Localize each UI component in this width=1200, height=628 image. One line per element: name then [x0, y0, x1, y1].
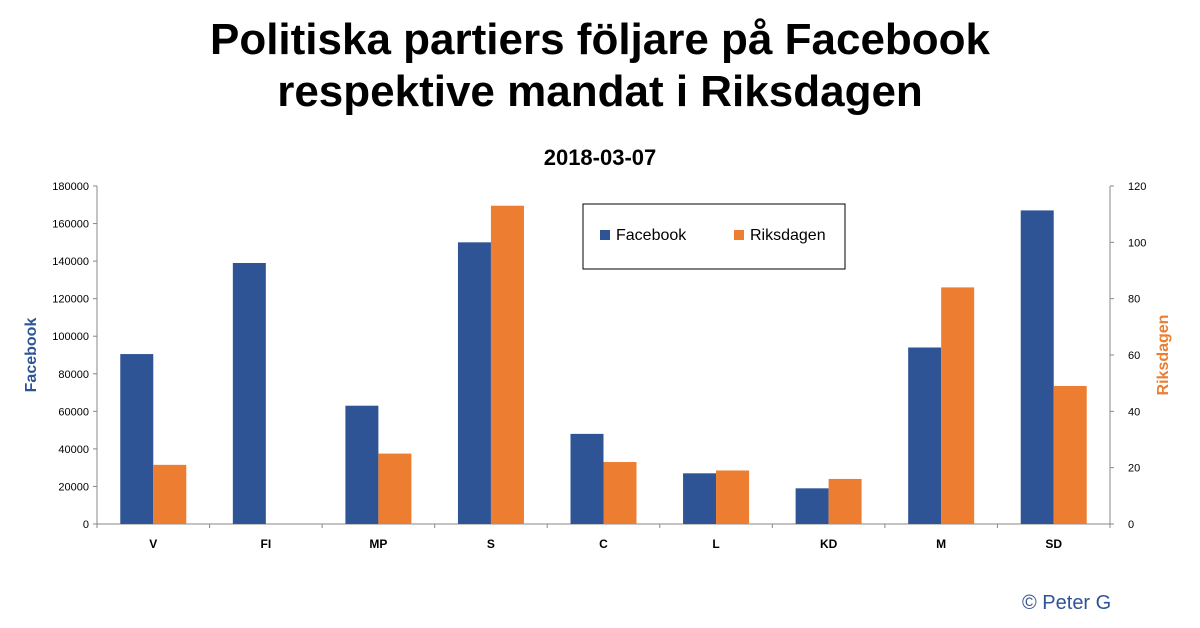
bar-facebook-kd	[795, 488, 829, 524]
y-tick-label: 160000	[52, 219, 89, 231]
bar-facebook-m	[908, 347, 942, 524]
bar-riksdagen-s	[490, 205, 524, 524]
chart-title-line-2: respektive mandat i Riksdagen	[277, 67, 923, 116]
y2-tick-label: 0	[1128, 519, 1134, 531]
bar-riksdagen-m	[941, 287, 975, 524]
bar-riksdagen-c	[603, 462, 637, 524]
bar-facebook-l	[683, 473, 717, 524]
y-tick-label: 80000	[58, 369, 89, 381]
legend-box	[582, 203, 846, 270]
y2-tick-label: 120	[1128, 181, 1146, 193]
y2-tick-label: 100	[1128, 237, 1146, 249]
y2-tick-label: 60	[1128, 350, 1140, 362]
copyright-text: © Peter G	[1022, 592, 1112, 614]
bar-riksdagen-l	[716, 470, 750, 524]
y-tick-label: 0	[83, 519, 89, 531]
y-tick-label: 20000	[58, 481, 89, 493]
y-tick-label: 120000	[52, 294, 89, 306]
legend: Facebook Riksdagen	[582, 203, 846, 270]
y-axis-title: Facebook	[23, 318, 40, 393]
bar-facebook-sd	[1020, 210, 1054, 524]
bar-facebook-c	[570, 433, 604, 524]
x-tick-label: L	[712, 537, 719, 551]
y-tick-label: 100000	[52, 331, 89, 343]
y-tick-label: 60000	[58, 406, 89, 418]
bar-riksdagen-mp	[378, 453, 412, 524]
chart-title: Politiska partiers följare på Facebook r…	[0, 14, 1200, 118]
y-tick-label: 40000	[58, 444, 89, 456]
chart-bars	[120, 205, 1087, 525]
bar-facebook-v	[120, 354, 154, 524]
bar-facebook-mp	[345, 405, 379, 524]
y2-axis-title: Riksdagen	[1155, 315, 1172, 396]
x-tick-label: S	[487, 537, 495, 551]
y2-tick-label: 80	[1128, 294, 1140, 306]
legend-label-riksdagen: Riksdagen	[750, 227, 826, 244]
x-tick-label: FI	[260, 537, 271, 551]
x-tick-label: M	[936, 537, 946, 551]
bar-facebook-fi	[232, 262, 266, 524]
x-tick-label: MP	[369, 537, 387, 551]
chart-title-line-1: Politiska partiers följare på Facebook	[209, 15, 991, 64]
bar-riksdagen-kd	[828, 478, 862, 524]
bar-riksdagen-sd	[1053, 385, 1087, 524]
x-tick-label: KD	[820, 537, 838, 551]
x-tick-label: C	[599, 537, 608, 551]
y2-tick-label: 20	[1128, 463, 1140, 475]
chart-subtitle: 2018-03-07	[543, 145, 657, 170]
y-tick-label: 180000	[52, 181, 89, 193]
chart-axes: 0 20000 40000 60000 80000 100000 120000 140000 1…	[52, 181, 1146, 551]
legend-swatch-facebook	[600, 230, 610, 240]
x-tick-label: SD	[1045, 537, 1062, 551]
bar-facebook-s	[457, 242, 491, 525]
y2-tick-label: 40	[1128, 406, 1140, 418]
legend-label-facebook: Facebook	[616, 227, 687, 244]
y-tick-label: 140000	[52, 256, 89, 268]
x-tick-label: V	[149, 537, 157, 551]
legend-swatch-riksdagen	[734, 230, 744, 240]
bar-riksdagen-v	[153, 464, 187, 524]
